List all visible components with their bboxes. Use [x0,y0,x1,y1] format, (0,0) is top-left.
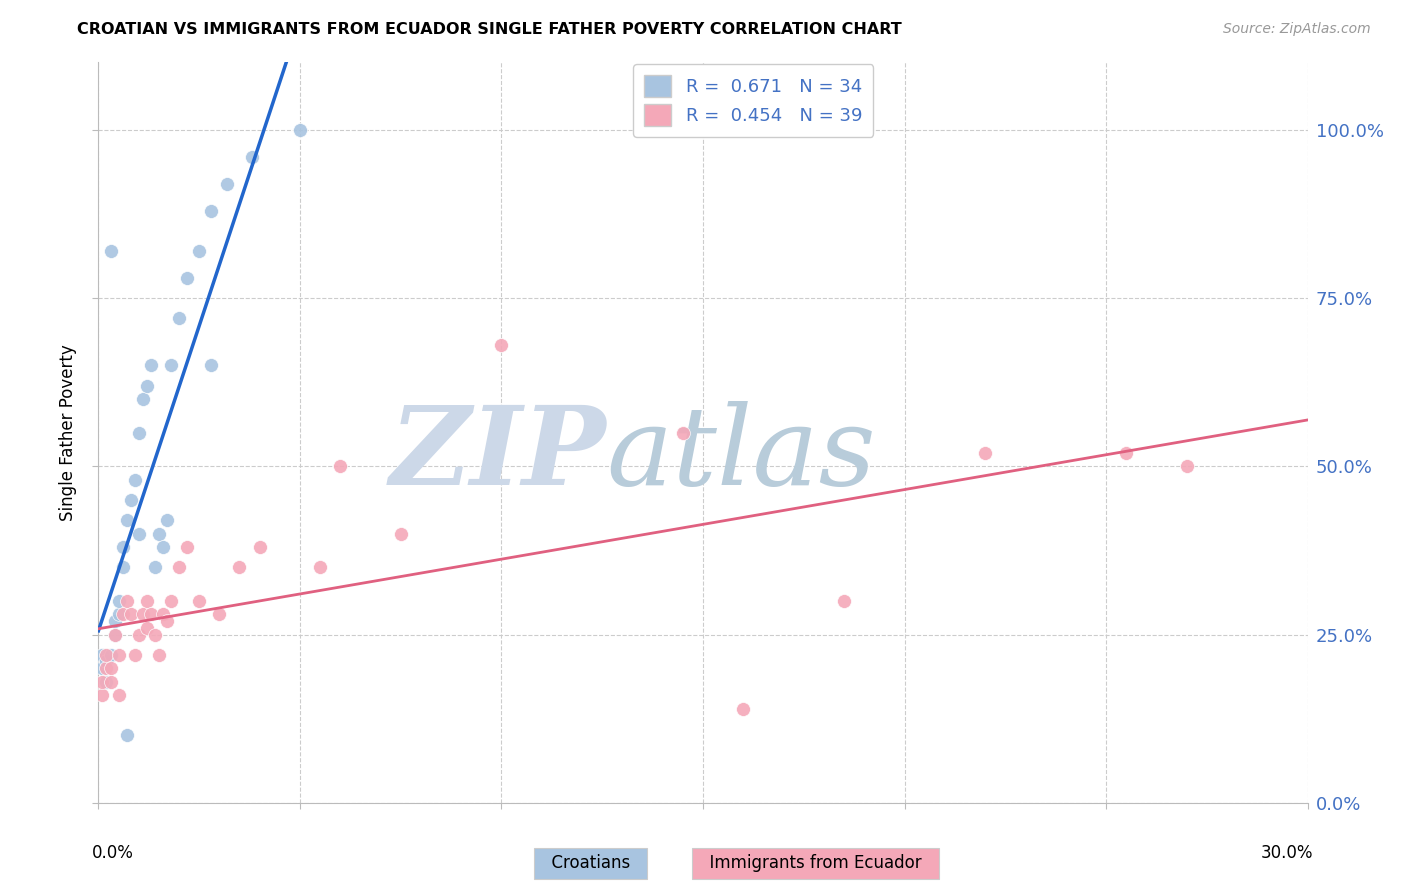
Point [167,560,190,574]
Point [115,513,138,527]
Point [249,540,271,554]
Point [176,540,198,554]
Point [103,627,125,641]
Point [91,674,114,689]
Point [208,607,231,622]
Point [91,688,114,702]
Point [491,338,513,352]
Point [96,648,118,662]
Point [288,122,311,136]
Point [329,459,352,474]
Point [132,607,155,622]
Point [156,513,179,527]
Point [111,540,134,554]
Text: Immigrants from Ecuador: Immigrants from Ecuador [699,855,932,872]
Point [167,311,190,326]
Point [160,594,183,608]
Point [160,359,183,373]
Point [115,729,138,743]
Point [100,674,122,689]
Point [200,359,222,373]
Point [124,648,146,662]
Point [96,661,118,675]
Point [120,492,142,507]
Point [100,648,122,662]
Legend: R =  0.671   N = 34, R =  0.454   N = 39: R = 0.671 N = 34, R = 0.454 N = 39 [634,64,873,137]
Text: ZIP: ZIP [389,401,606,508]
Text: atlas: atlas [606,401,876,508]
Text: 0.0%: 0.0% [93,844,134,862]
Point [217,177,239,191]
Point [111,607,134,622]
Point [96,674,118,689]
Point [974,446,997,460]
Point [188,594,211,608]
Point [107,594,129,608]
Point [240,150,263,164]
Point [143,627,166,641]
Point [100,244,122,258]
Text: 30.0%: 30.0% [1261,844,1313,862]
Point [672,425,695,440]
Point [832,594,855,608]
Point [733,701,755,715]
Point [139,607,162,622]
Point [91,661,114,675]
Point [128,627,150,641]
Point [309,560,332,574]
Point [152,540,174,554]
Point [152,607,174,622]
Point [148,526,170,541]
Point [1115,446,1137,460]
Point [91,648,114,662]
Point [96,655,118,669]
Point [1175,459,1198,474]
Point [124,473,146,487]
Point [139,359,162,373]
Point [103,627,125,641]
Point [120,607,142,622]
Point [128,425,150,440]
Text: Croatians: Croatians [541,855,640,872]
Point [135,594,157,608]
Point [115,594,138,608]
Point [111,560,134,574]
Point [107,688,129,702]
Point [128,526,150,541]
Point [148,648,170,662]
Point [132,392,155,406]
Point [188,244,211,258]
Point [107,607,129,622]
Y-axis label: Single Father Poverty: Single Father Poverty [59,344,77,521]
Text: Source: ZipAtlas.com: Source: ZipAtlas.com [1223,22,1371,37]
Point [107,648,129,662]
Point [103,614,125,628]
Point [100,661,122,675]
Point [143,560,166,574]
Point [228,560,250,574]
Point [156,614,179,628]
Text: CROATIAN VS IMMIGRANTS FROM ECUADOR SINGLE FATHER POVERTY CORRELATION CHART: CROATIAN VS IMMIGRANTS FROM ECUADOR SING… [77,22,903,37]
Point [176,270,198,285]
Point [135,621,157,635]
Point [389,526,412,541]
Point [200,203,222,218]
Point [135,378,157,392]
